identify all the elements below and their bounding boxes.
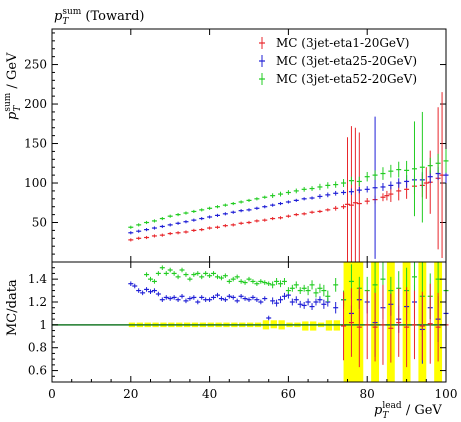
ratio-y-axis-label: MC/data [5,279,20,336]
ratio-y-tick-label-4: 1.4 [28,272,47,286]
ratio-y-tick-label-0: 0.6 [28,364,47,378]
x-axis-label-sup: lead [382,401,402,411]
x-axis-label-rest: / GeV [402,403,443,418]
chart-title-sup: sum [62,7,81,17]
chart-title-rest: (Toward) [81,9,144,24]
upper-y-tick-label-3: 200 [24,97,47,111]
upper-y-axis-label-sub: T [13,105,23,112]
x-axis-label: pTlead / GeV [374,401,442,421]
ratio-y-tick-label-2: 1 [39,318,47,332]
ratio-uncertainty-band [128,262,443,382]
legend-label-0: MC (3jet-eta1-20GeV) [276,36,409,50]
upper-panel: 50 100 150 200 250 pTsum / GeV MC (3jet-eta1… [3,28,449,263]
upper-y-axis-label-sup: sum [3,92,13,111]
x-tick-label-2: 40 [202,387,217,401]
ratio-series-2 [341,283,449,368]
x-tick-label-0: 0 [48,387,56,401]
ratio-band-segment [302,321,309,331]
ratio-y-ticks: 0.6 0.8 1 1.2 1.4 [28,267,446,383]
x-tick-label-4: 80 [360,387,375,401]
ratio-band-segment [310,321,317,331]
upper-series-2 [128,111,449,229]
upper-series-0 [128,92,445,262]
upper-series-1 [128,116,449,259]
upper-y-tick-label-2: 150 [24,137,47,151]
ratio-y-tick-label-1: 0.8 [28,341,47,355]
chart-title-sub: T [62,17,69,27]
x-tick-label-5: 100 [435,387,458,401]
legend-label-2: MC (3jet-eta52-20GeV) [276,72,417,86]
x-tick-label-1: 20 [123,387,138,401]
upper-y-tick-label-1: 100 [24,176,47,190]
legend-label-1: MC (3jet-eta25-20GeV) [276,54,417,68]
chart-title: pTsum (Toward) [54,7,144,27]
legend: MC (3jet-eta1-20GeV) MC (3jet-eta25-20GeV… [259,36,417,86]
chart-title-main: p [54,9,63,24]
ratio-y-tick-label-3: 1.2 [28,295,47,309]
upper-series [128,92,449,262]
upper-y-axis-label: pTsum / GeV [3,52,23,120]
x-axis-label-sub: T [382,411,389,421]
ratio-panel: 0.6 0.8 1 1.2 1.4 0 20 40 60 80 100 MC/data pTlea… [5,261,457,421]
upper-y-tick-label-0: 50 [32,216,47,230]
upper-y-axis-label-main: p [5,111,20,120]
x-tick-label-3: 60 [281,387,296,401]
upper-y-axis-label-rest: / GeV [5,52,20,93]
x-axis-label-main: p [374,403,383,418]
upper-y-tick-label-4: 250 [24,58,47,72]
upper-y-ticks: 50 100 150 200 250 [24,29,447,262]
ratio-series [128,262,449,368]
x-ticks: 0 20 40 60 80 100 [48,262,457,401]
